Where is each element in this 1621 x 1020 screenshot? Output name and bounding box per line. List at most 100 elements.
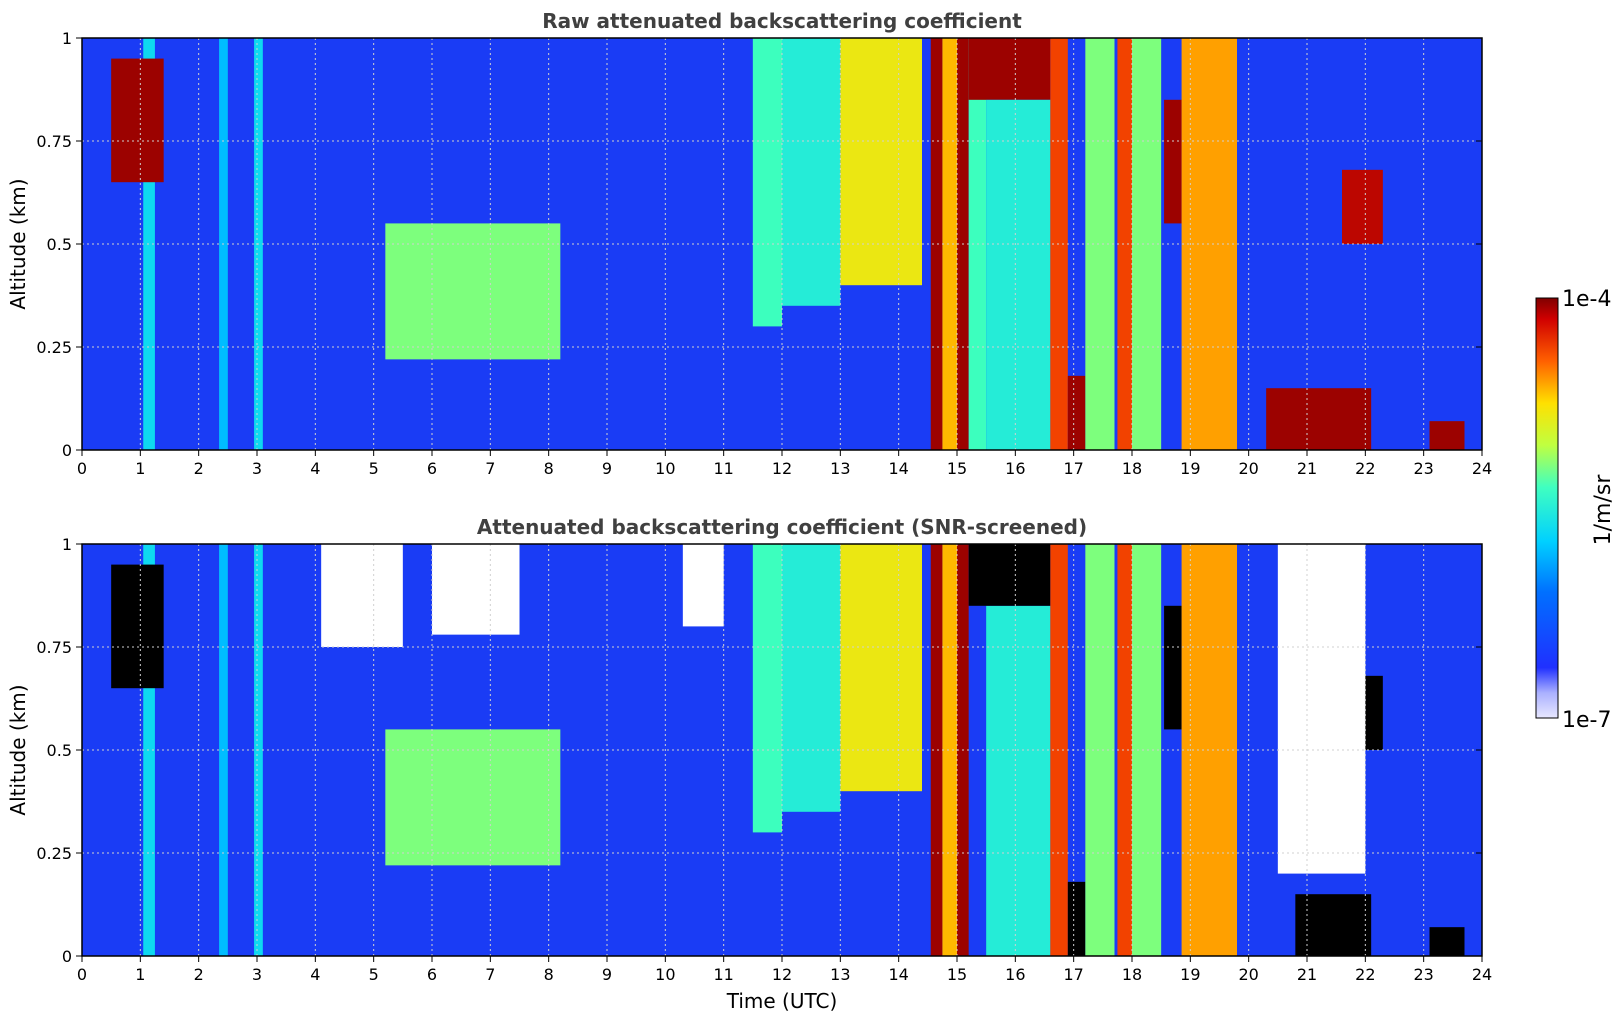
heatmap-cell <box>782 544 841 812</box>
x-tick-label: 8 <box>544 459 554 478</box>
colorbar-max-label: 1e-4 <box>1562 287 1611 312</box>
x-tick-label: 16 <box>1005 965 1025 984</box>
y-tick-label: 0.25 <box>36 844 72 863</box>
x-tick-label: 13 <box>830 965 850 984</box>
heatmap-cell <box>1277 544 1366 874</box>
heatmap-cell <box>930 544 943 956</box>
heatmap-cell <box>143 544 155 956</box>
x-tick-label: 7 <box>485 965 495 984</box>
y-axis-label: Altitude (km) <box>6 684 30 815</box>
heatmap-cell <box>782 38 841 306</box>
x-tick-label: 18 <box>1122 965 1142 984</box>
heatmap-cell <box>840 544 922 792</box>
x-tick-label: 9 <box>602 965 612 984</box>
x-tick-label: 12 <box>772 459 792 478</box>
x-tick-label: 15 <box>947 459 967 478</box>
heatmap-cell <box>385 223 561 360</box>
x-tick-label: 5 <box>369 459 379 478</box>
x-tick-label: 3 <box>252 459 262 478</box>
y-tick-label: 0.5 <box>47 235 72 254</box>
x-tick-label: 5 <box>369 965 379 984</box>
y-tick-label: 1 <box>62 29 72 48</box>
x-tick-label: 18 <box>1122 459 1142 478</box>
heatmap-cell <box>752 38 782 327</box>
x-tick-label: 9 <box>602 459 612 478</box>
heatmap-cell <box>1067 375 1086 450</box>
x-tick-label: 2 <box>194 459 204 478</box>
x-tick-label: 12 <box>772 965 792 984</box>
x-axis-ticks: 0 1 2 3 4 5 6 7 8 9 10 11 12 13 14 15 16 17 18 19 20 21 22 23 24 <box>77 450 1492 478</box>
y-tick-label: 0 <box>62 947 72 966</box>
heatmap-cell <box>1429 421 1465 450</box>
colorbar-gradient <box>1535 297 1559 719</box>
heatmap-cell <box>840 38 922 286</box>
heatmap-cell <box>968 38 1051 100</box>
heatmap-panel-raw: Raw attenuated backscattering coefficien… <box>6 9 1492 478</box>
heatmap-cell <box>752 544 782 833</box>
x-tick-label: 22 <box>1355 965 1375 984</box>
x-tick-label: 22 <box>1355 459 1375 478</box>
heatmap-cell <box>1429 927 1465 956</box>
x-tick-label: 6 <box>427 965 437 984</box>
y-tick-label: 0.75 <box>36 638 72 657</box>
x-tick-label: 3 <box>252 965 262 984</box>
x-tick-label: 14 <box>888 965 908 984</box>
heatmap-panel-screened: Attenuated backscattering coefficient (S… <box>6 515 1492 1013</box>
x-tick-label: 2 <box>194 965 204 984</box>
heatmap-cell <box>1342 169 1383 244</box>
x-tick-label: 14 <box>888 459 908 478</box>
x-tick-label: 20 <box>1238 459 1258 478</box>
heatmap-cell <box>321 544 403 647</box>
x-tick-label: 1 <box>135 459 145 478</box>
x-tick-label: 16 <box>1005 459 1025 478</box>
heatmap-cell <box>1085 38 1115 450</box>
x-tick-label: 10 <box>655 459 675 478</box>
x-tick-label: 19 <box>1180 965 1200 984</box>
x-tick-label: 21 <box>1297 459 1317 478</box>
heatmap-cell <box>942 544 957 956</box>
heatmap-cell <box>682 544 724 627</box>
heatmap-cell <box>111 58 164 183</box>
heatmap-cell <box>432 544 520 635</box>
x-tick-label: 13 <box>830 459 850 478</box>
x-tick-label: 1 <box>135 965 145 984</box>
grid-lines <box>82 544 1482 956</box>
y-axis-ticks: 0 0.25 0.5 0.75 1 <box>36 29 1482 460</box>
heatmap-cell <box>1164 99 1182 224</box>
y-tick-label: 0.75 <box>36 132 72 151</box>
x-tick-label: 17 <box>1063 459 1083 478</box>
y-tick-label: 0 <box>62 441 72 460</box>
x-tick-label: 8 <box>544 965 554 984</box>
y-tick-label: 1 <box>62 535 72 554</box>
heatmap-cell <box>111 564 164 689</box>
heatmap-cell <box>986 99 1051 450</box>
x-tick-label: 11 <box>713 459 733 478</box>
panel-title: Raw attenuated backscattering coefficien… <box>542 9 1022 33</box>
heatmap-cell <box>1067 881 1086 956</box>
panel-title: Attenuated backscattering coefficient (S… <box>477 515 1087 539</box>
x-tick-label: 17 <box>1063 965 1083 984</box>
x-axis-ticks: 0 1 2 3 4 5 6 7 8 9 10 11 12 13 14 15 16 17 18 19 20 21 22 23 24 <box>77 956 1492 984</box>
x-tick-label: 23 <box>1413 965 1433 984</box>
y-tick-label: 0.5 <box>47 741 72 760</box>
heatmap-cell <box>1164 605 1182 730</box>
heatmap-cell <box>143 38 155 450</box>
x-tick-label: 10 <box>655 965 675 984</box>
colorbar: 1e-4 1e-7 1/m/sr <box>1535 287 1616 733</box>
x-axis-label: Time (UTC) <box>726 989 838 1013</box>
heatmap-cell <box>986 605 1051 956</box>
heatmap-cell <box>385 729 561 866</box>
heatmap-cell <box>1266 388 1372 450</box>
y-tick-label: 0.25 <box>36 338 72 357</box>
x-tick-label: 0 <box>77 965 87 984</box>
x-tick-label: 24 <box>1472 965 1492 984</box>
x-tick-label: 7 <box>485 459 495 478</box>
x-tick-label: 20 <box>1238 965 1258 984</box>
heatmap-cell <box>1117 544 1132 956</box>
x-tick-label: 4 <box>310 965 320 984</box>
heatmap-cell <box>1132 544 1162 956</box>
x-tick-label: 23 <box>1413 459 1433 478</box>
x-tick-label: 4 <box>310 459 320 478</box>
heatmap-cell <box>1117 38 1132 450</box>
